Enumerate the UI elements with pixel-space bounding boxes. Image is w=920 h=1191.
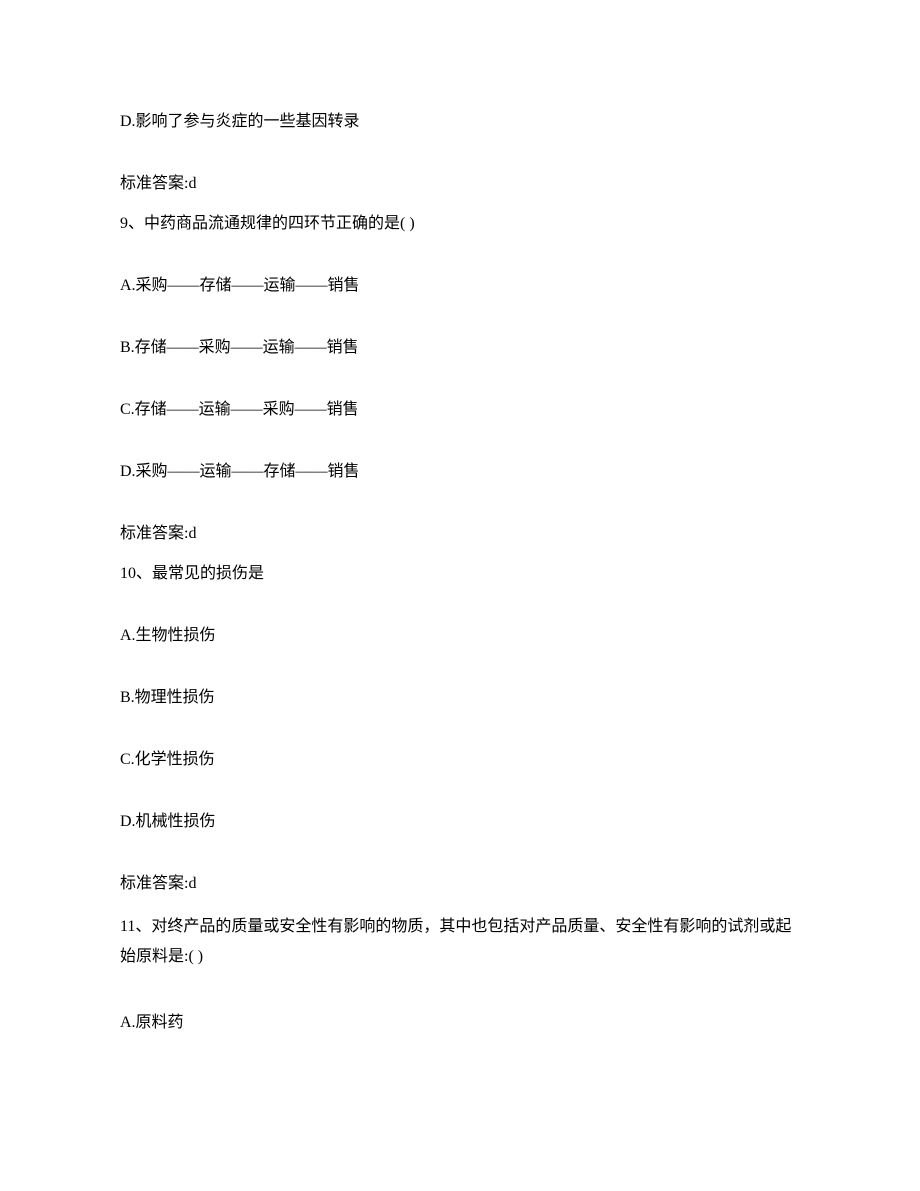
question-9-answer: 标准答案:d [120, 522, 800, 546]
question-9-option-c: C.存储——运输——采购——销售 [120, 398, 800, 422]
question-10-option-d: D.机械性损伤 [120, 810, 800, 834]
question-8-option-d: D.影响了参与炎症的一些基因转录 [120, 110, 800, 134]
question-10-answer: 标准答案:d [120, 872, 800, 896]
question-9-option-a: A.采购——存储——运输——销售 [120, 274, 800, 298]
question-10-stem: 10、最常见的损伤是 [120, 562, 800, 586]
question-11-stem: 11、对终产品的质量或安全性有影响的物质，其中也包括对产品质量、安全性有影响的试… [120, 912, 800, 973]
question-10-option-b: B.物理性损伤 [120, 686, 800, 710]
question-9-stem: 9、中药商品流通规律的四环节正确的是( ) [120, 212, 800, 236]
question-9-option-d: D.采购——运输——存储——销售 [120, 460, 800, 484]
question-9-option-b: B.存储——采购——运输——销售 [120, 336, 800, 360]
question-10-option-c: C.化学性损伤 [120, 748, 800, 772]
question-10-option-a: A.生物性损伤 [120, 624, 800, 648]
question-8-answer: 标准答案:d [120, 172, 800, 196]
question-11-option-a: A.原料药 [120, 1011, 800, 1035]
